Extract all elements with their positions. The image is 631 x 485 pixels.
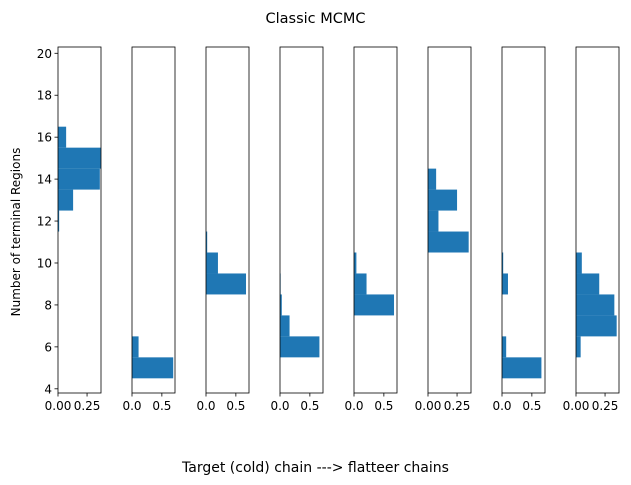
- histogram-bar: [502, 252, 504, 274]
- y-tick-label: 4: [44, 382, 52, 396]
- y-tick-label: 8: [44, 298, 52, 312]
- histogram-bar: [428, 231, 469, 253]
- panel-frame: [575, 46, 620, 394]
- histogram-bar: [206, 231, 208, 253]
- histogram-bar: [132, 357, 174, 379]
- panel-frame: [353, 46, 398, 394]
- histogram-bar: [58, 210, 60, 232]
- histogram-panel-4: 0.0 0.5: [270, 46, 324, 413]
- histogram-bar: [354, 252, 357, 274]
- histogram-panel-2: 0.0 0.5: [122, 46, 176, 413]
- histogram-bar: [58, 126, 67, 148]
- histogram-bar: [206, 252, 218, 274]
- histogram-bar: [354, 273, 367, 295]
- histogram-bar: [280, 294, 282, 316]
- y-tick-label: 6: [44, 340, 52, 354]
- x-tick-label: 0.25: [444, 399, 471, 413]
- y-tick-label: 20: [37, 47, 52, 61]
- histogram-panel-6: 0.00 0.25: [415, 46, 472, 413]
- y-axis-label: Number of terminal Regions: [9, 148, 23, 317]
- panel-frame: [131, 46, 176, 394]
- histogram-panel-7: 0.0 0.5: [492, 46, 546, 413]
- histogram-bar: [576, 273, 600, 295]
- histogram-bar: [502, 336, 507, 358]
- histogram-bar: [354, 294, 395, 316]
- x-tick-label: 0.0: [492, 399, 511, 413]
- x-tick-label: 0.5: [300, 399, 319, 413]
- panel-frame: [501, 46, 546, 394]
- histogram-bar: [58, 147, 101, 169]
- y-tick-label: 12: [37, 215, 52, 229]
- panel-frame: [57, 46, 102, 394]
- x-tick-label: 0.5: [522, 399, 541, 413]
- panel-frame: [205, 46, 250, 394]
- y-tick-label: 14: [37, 173, 52, 187]
- x-axis-label: Target (cold) chain ---> flatteer chains: [181, 460, 449, 476]
- histogram-bar: [428, 210, 439, 232]
- histogram-bar: [280, 315, 290, 337]
- x-tick-label: 0.25: [74, 399, 101, 413]
- histogram-bar: [280, 336, 320, 358]
- x-tick-label: 0.5: [152, 399, 171, 413]
- y-tick-label: 16: [37, 131, 52, 145]
- chart-title: Classic MCMC: [265, 11, 365, 27]
- y-tick-label: 18: [37, 89, 52, 103]
- x-tick-label: 0.00: [563, 399, 590, 413]
- histogram-bar: [58, 189, 74, 211]
- x-tick-label: 0.00: [415, 399, 442, 413]
- x-tick-label: 0.0: [344, 399, 363, 413]
- histogram-panel-1: 0.00 0.25 4 6 8 10 12 14 16 18 20: [37, 46, 102, 413]
- histogram-bar: [502, 273, 508, 295]
- histogram-bar: [502, 357, 542, 379]
- histogram-bar: [428, 168, 437, 190]
- panel-frame: [427, 46, 472, 394]
- x-tick-label: 0.0: [270, 399, 289, 413]
- x-tick-label: 0.00: [45, 399, 72, 413]
- histogram-bar: [58, 168, 100, 190]
- histogram-panel-5: 0.0 0.5: [344, 46, 398, 413]
- x-tick-label: 0.0: [196, 399, 215, 413]
- x-tick-label: 0.5: [374, 399, 393, 413]
- histogram-bar: [428, 189, 458, 211]
- x-tick-label: 0.0: [122, 399, 141, 413]
- panel-frame: [279, 46, 324, 394]
- histogram-bar: [576, 315, 617, 337]
- histogram-panel-8: 0.00 0.25: [563, 46, 620, 413]
- histogram-bar: [132, 336, 139, 358]
- y-tick-label: 10: [37, 256, 52, 270]
- histogram-bar: [206, 273, 247, 295]
- histogram-panel-3: 0.0 0.5: [196, 46, 250, 413]
- histogram-bar: [576, 336, 581, 358]
- histogram-bar: [576, 294, 615, 316]
- x-tick-label: 0.25: [592, 399, 619, 413]
- histogram-bar: [576, 252, 582, 274]
- x-tick-label: 0.5: [226, 399, 245, 413]
